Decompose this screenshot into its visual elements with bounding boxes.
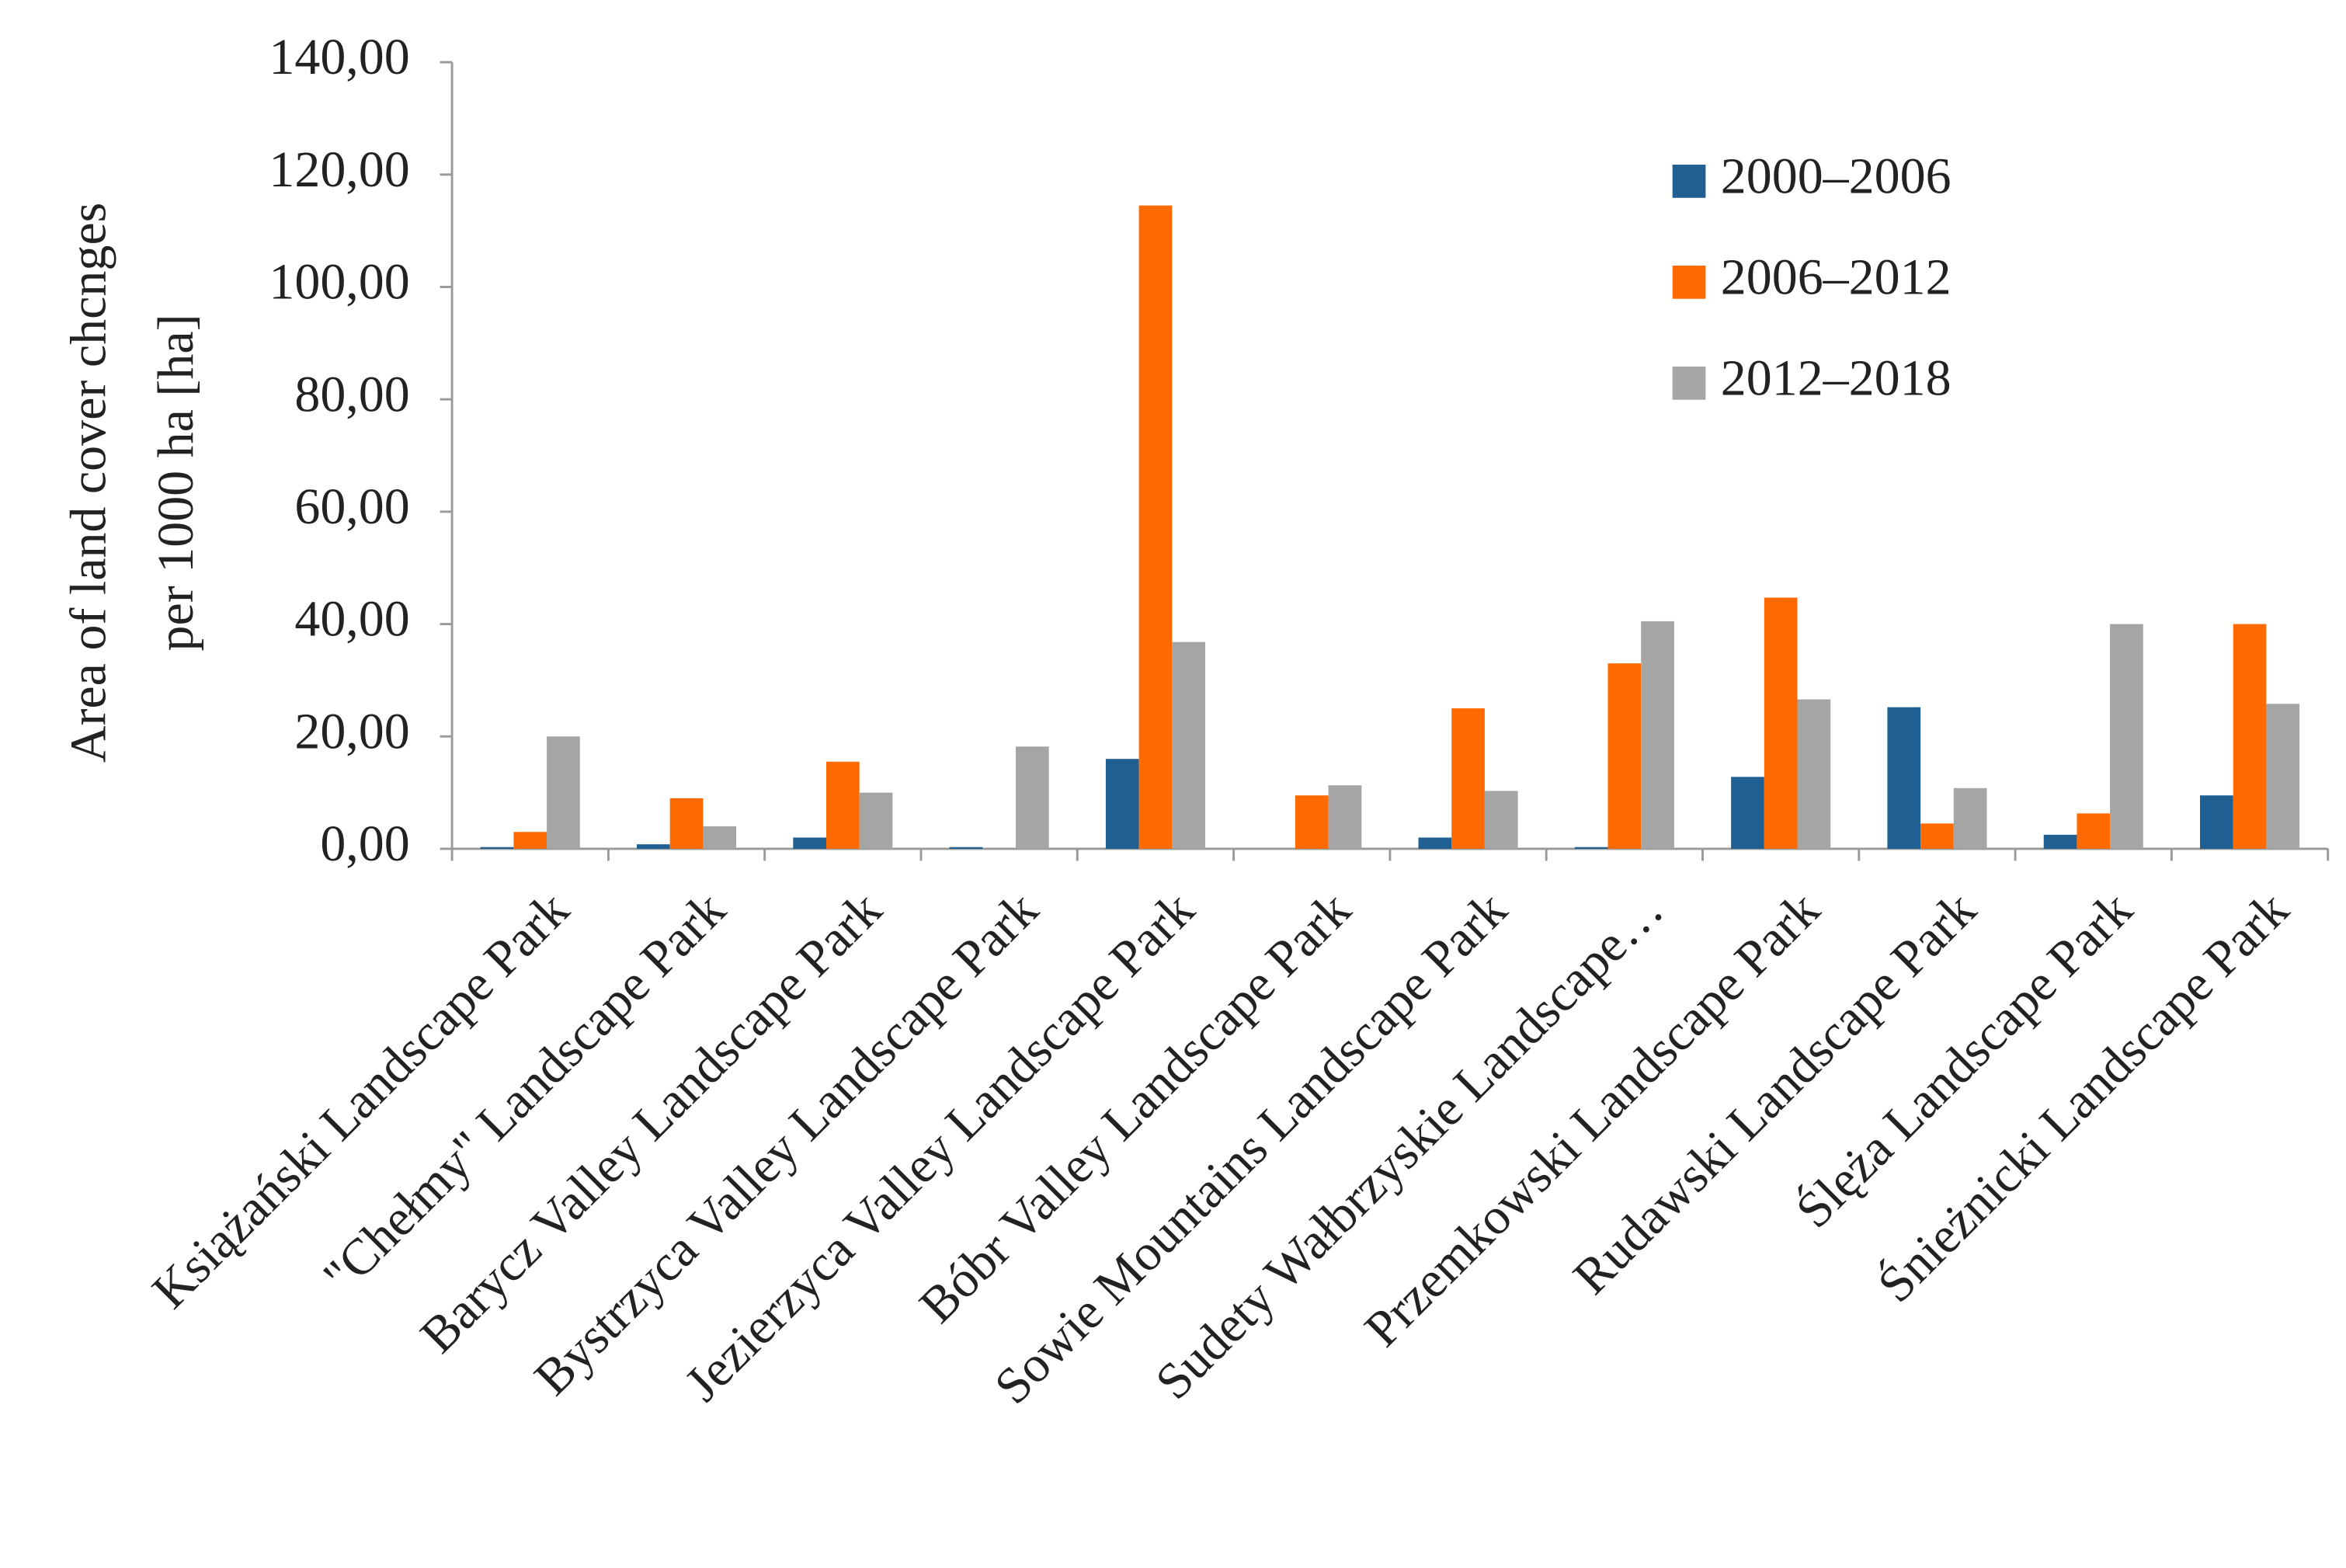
bar: [949, 847, 983, 849]
y-tick-label: 60,00: [294, 478, 409, 535]
bar: [2233, 624, 2267, 849]
bar: [480, 847, 514, 849]
bar: [793, 837, 826, 849]
bar: [2077, 813, 2111, 849]
bar: [1418, 837, 1452, 849]
legend-swatch: [1672, 367, 1706, 400]
y-axis-label: per 1000 ha [ha]: [148, 314, 204, 651]
y-tick-label: 100,00: [269, 254, 409, 311]
bar: [1015, 746, 1049, 849]
y-tick-label: 120,00: [269, 141, 409, 198]
y-tick-label: 40,00: [294, 591, 409, 648]
bar: [1641, 621, 1674, 849]
bar: [859, 792, 893, 849]
y-tick-label: 140,00: [269, 29, 409, 85]
legend-label: 2000–2006: [1721, 148, 1952, 205]
bar: [1451, 708, 1485, 849]
y-tick-label: 0,00: [320, 815, 409, 872]
bar: [669, 798, 704, 849]
bar: [2043, 834, 2077, 849]
bar: [2110, 624, 2143, 849]
bar: [1295, 795, 1329, 849]
bar: [1138, 205, 1173, 849]
bar: [825, 761, 860, 849]
bar: [513, 832, 547, 849]
bar: [1953, 787, 1987, 849]
bar: [1484, 791, 1518, 849]
bar: [2266, 704, 2300, 849]
legend-swatch: [1672, 266, 1706, 299]
legend-swatch: [1672, 165, 1706, 198]
bar: [1797, 699, 1831, 849]
bar: [1764, 597, 1798, 849]
bar: [703, 826, 737, 849]
bar: [1105, 759, 1139, 849]
legend-label: 2006–2012: [1721, 249, 1952, 306]
y-axis-label: Area of land cover chcnges: [60, 203, 116, 763]
legend-label: 2012–2018: [1721, 350, 1952, 407]
bar: [1328, 785, 1362, 849]
bar: [1887, 707, 1921, 849]
bar: [1607, 663, 1642, 849]
y-tick-label: 80,00: [294, 366, 409, 422]
bar: [1574, 847, 1608, 849]
bar: [637, 844, 670, 849]
bar: [1731, 777, 1764, 849]
bar: [1172, 641, 1205, 849]
bar: [547, 736, 580, 849]
bar: [1920, 823, 1954, 849]
bar: [2200, 795, 2233, 849]
y-tick-label: 20,00: [294, 703, 409, 760]
